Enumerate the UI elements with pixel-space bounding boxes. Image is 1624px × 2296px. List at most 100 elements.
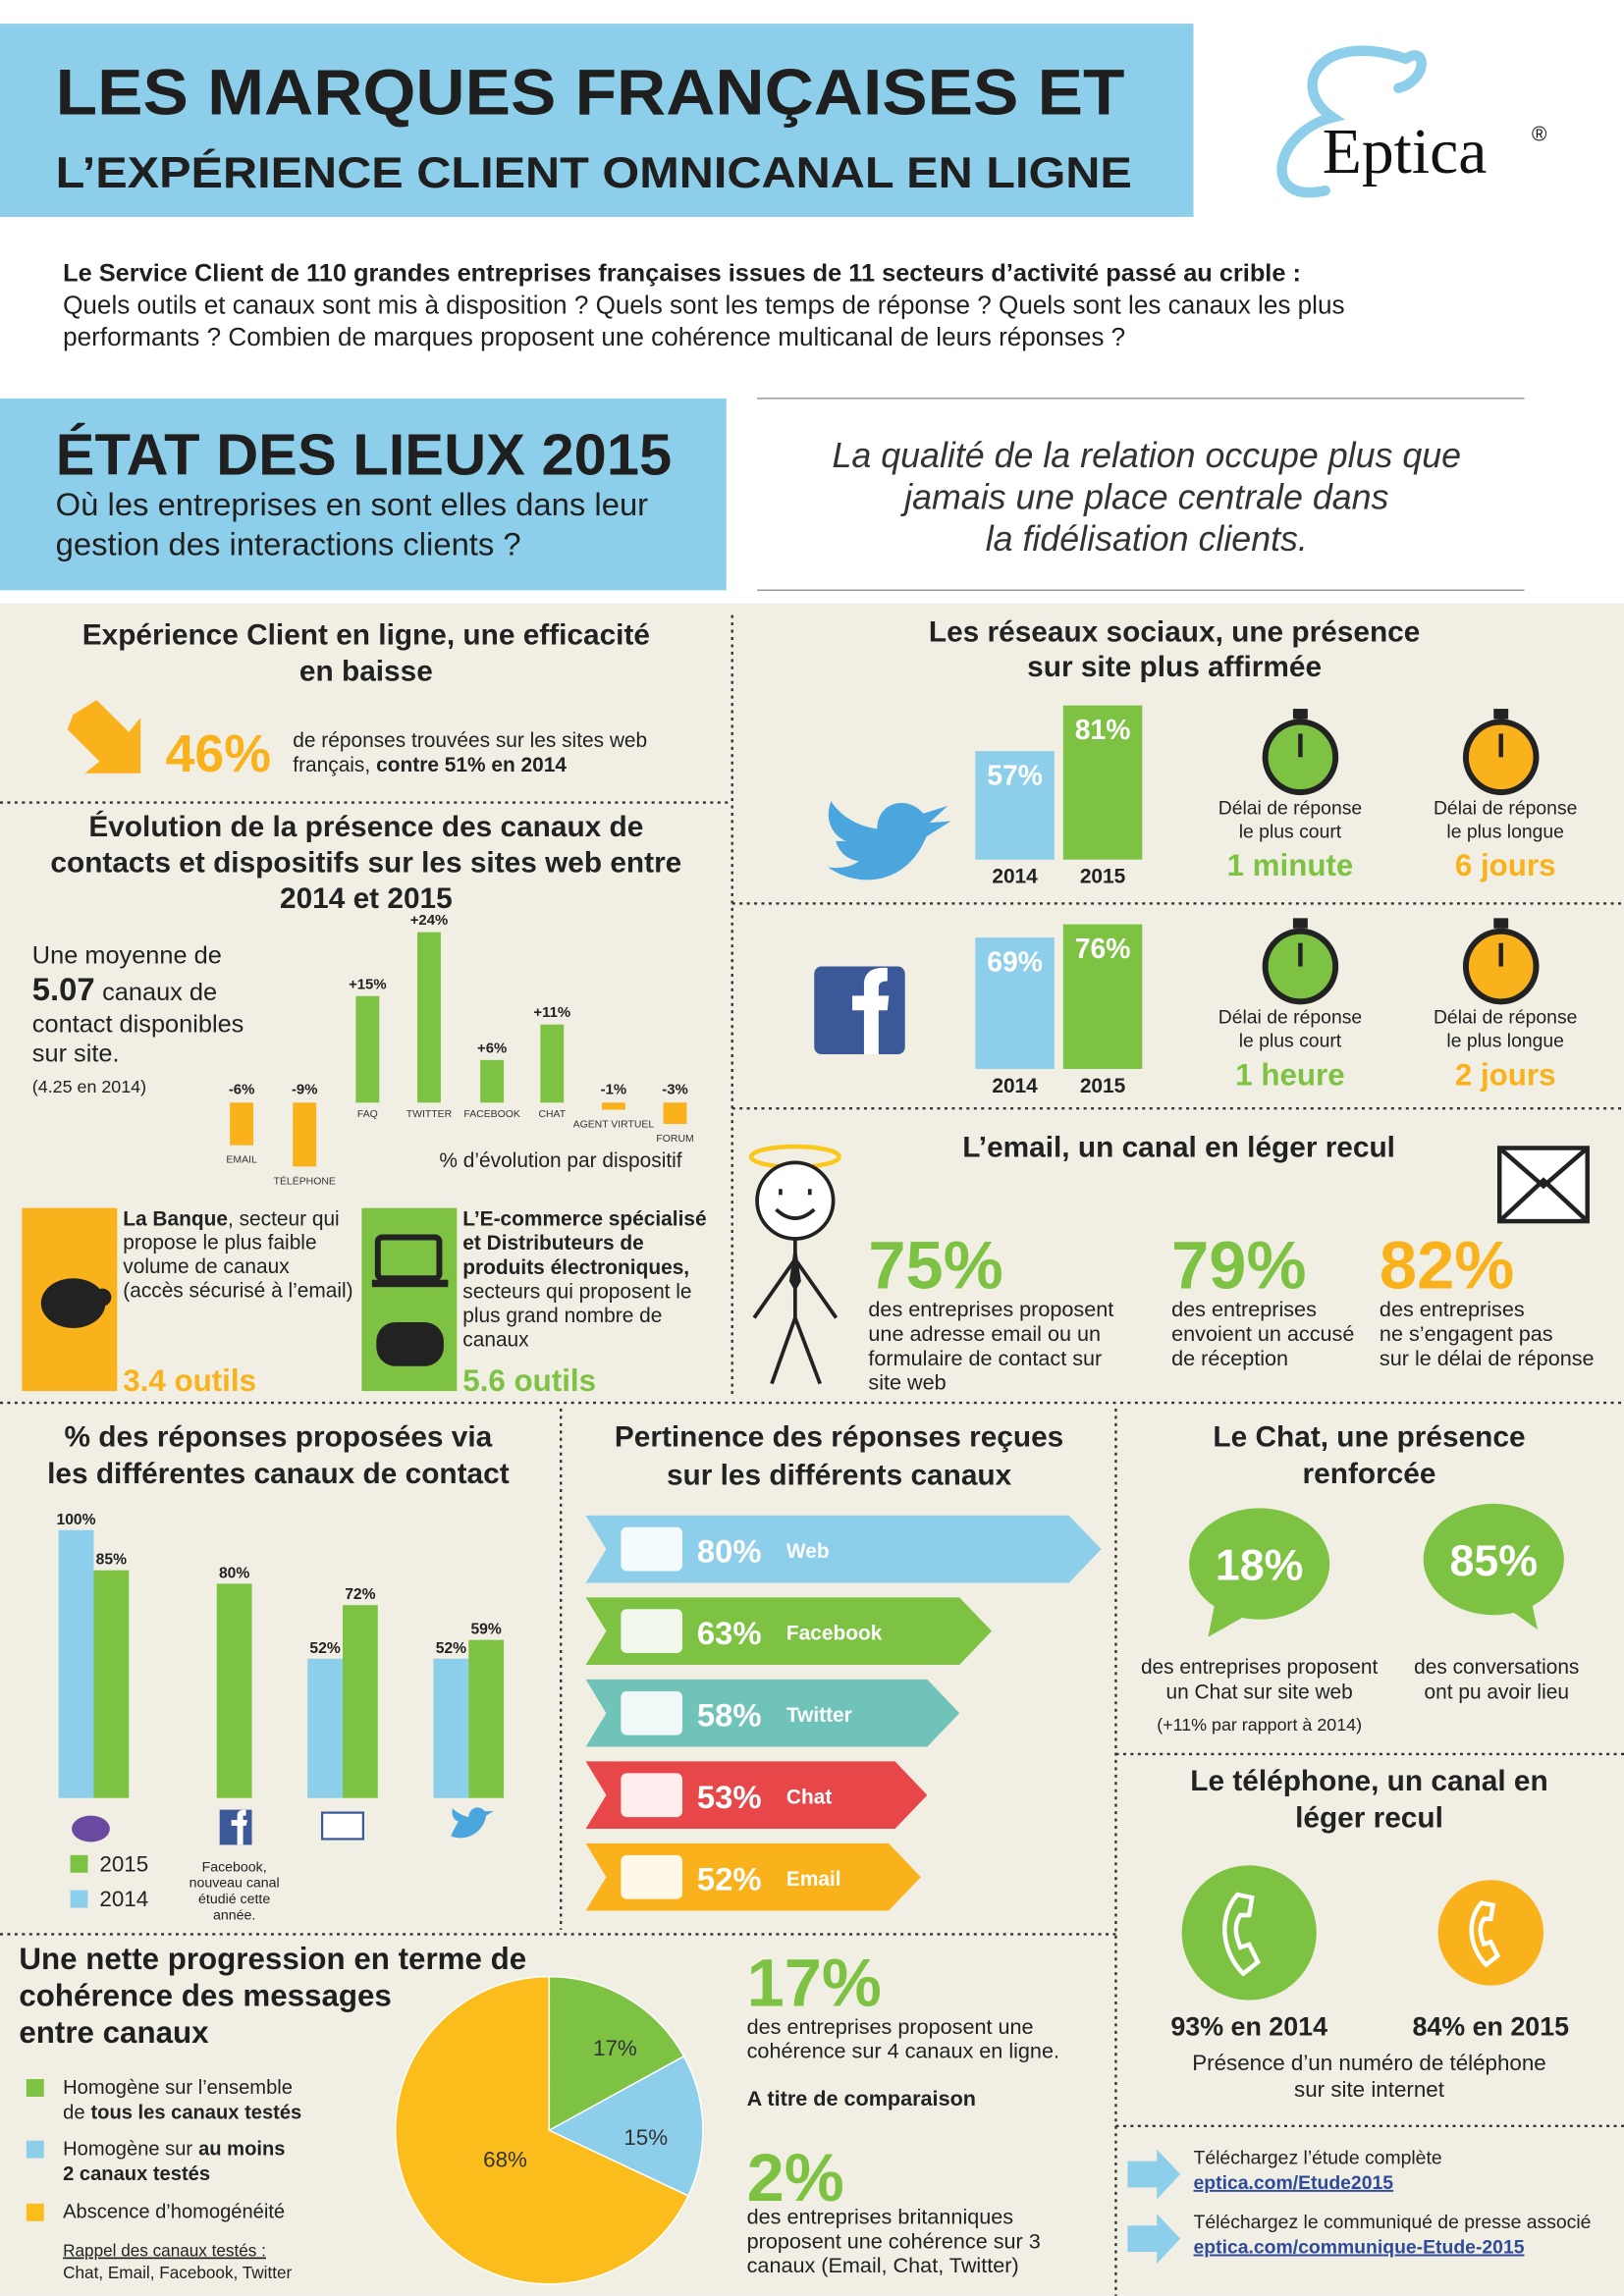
- bank-text: volume de canaux: [123, 1255, 290, 1278]
- chart-note: nouveau canal: [189, 1876, 280, 1892]
- text-run: produits électroniques,: [462, 1256, 689, 1279]
- text-run: L’E-commerce spécialisé: [462, 1208, 706, 1231]
- bar: [293, 1102, 317, 1167]
- bar: [975, 751, 1055, 860]
- pie-slice: [547, 2055, 704, 2197]
- piggy-icon: [93, 1288, 112, 1307]
- facebook-icon: [231, 1809, 248, 1845]
- delay-label: Délai de réponse: [1434, 797, 1578, 819]
- category-label: FAQ: [357, 1109, 378, 1120]
- bar: [342, 1605, 378, 1798]
- legend-label: de tous les canaux testés: [63, 2102, 301, 2123]
- logo-swash: [1276, 45, 1427, 198]
- stat-text: sur le délai de réponse: [1380, 1346, 1595, 1370]
- channel-icon: [621, 1609, 683, 1654]
- value-label: 58%: [697, 1697, 762, 1734]
- title: LES MARQUES FRANÇAISES ET: [56, 57, 1125, 129]
- stat-value: 18%: [1216, 1540, 1304, 1589]
- download-link[interactable]: eptica.com/communique-Etude-2015: [1194, 2237, 1525, 2259]
- category-label: AGENT VIRTUEL: [573, 1119, 655, 1130]
- channel-icon: [621, 1690, 683, 1735]
- stat-text: un Chat sur site web: [1165, 1681, 1352, 1703]
- average-text: Une moyenne de: [32, 942, 222, 970]
- bar: [975, 937, 1055, 1069]
- stat-text: formulaire de contact sur: [868, 1346, 1102, 1370]
- text-run: , secteur qui: [228, 1208, 340, 1231]
- category-label: FORUM: [656, 1134, 693, 1145]
- speech-bubble: [1423, 1503, 1564, 1616]
- gamepad-icon: [376, 1321, 444, 1366]
- block-title: Le téléphone, un canal en: [1190, 1765, 1547, 1797]
- channel-icon: [621, 1854, 683, 1899]
- section-title: ÉTAT DES LIEUX 2015: [56, 421, 673, 487]
- title: L’EXPÉRIENCE CLIENT OMNICANAL EN LIGNE: [56, 148, 1132, 197]
- category-label: 2014: [992, 866, 1038, 888]
- value-label: +15%: [349, 977, 387, 992]
- stopwatch-icon: [1292, 918, 1308, 929]
- download-arrow: [1127, 2214, 1181, 2264]
- block-title: Expérience Client en ligne, une efficaci…: [82, 618, 650, 651]
- delay-value: 1 minute: [1227, 848, 1354, 882]
- text-run: 5.07: [32, 971, 95, 1007]
- stat-text: envoient un accusé: [1171, 1321, 1354, 1346]
- stat-text: sur site internet: [1294, 2077, 1445, 2102]
- category-label: Twitter: [786, 1704, 852, 1727]
- stat-value: 84% en 2015: [1412, 2011, 1569, 2041]
- average-text: sur site.: [32, 1041, 120, 1068]
- stat-text: des entreprises britanniques: [747, 2205, 1014, 2229]
- stat-text: ont pu avoir lieu: [1425, 1681, 1569, 1703]
- category-label: FACEBOOK: [463, 1109, 519, 1120]
- figure-head: [755, 1160, 836, 1241]
- average-note: (4.25 en 2014): [32, 1077, 146, 1096]
- quote: la fidélisation clients.: [986, 519, 1308, 559]
- stat-text: canaux (Email, Chat, Twitter): [747, 2253, 1019, 2277]
- legend-label: Homogène sur l’ensemble: [63, 2077, 293, 2099]
- download-link[interactable]: eptica.com/Etude2015: [1194, 2172, 1394, 2194]
- channel-icon: [621, 1526, 683, 1572]
- chart-note: étudié cette: [198, 1892, 270, 1907]
- bar: [230, 1102, 254, 1146]
- section-subtitle: gestion des interactions clients ?: [56, 525, 521, 561]
- legend-swatch: [26, 2079, 44, 2097]
- value-label: +11%: [533, 1005, 570, 1021]
- category-label: TWITTER: [406, 1109, 453, 1120]
- value-label: 17%: [593, 2036, 637, 2060]
- category-label: 2015: [1080, 866, 1126, 888]
- legend-label: Abscence d’homogénéité: [63, 2202, 285, 2223]
- delay-label: Délai de réponse: [1434, 1007, 1578, 1029]
- download-arrow: [1127, 2149, 1181, 2200]
- bar: [307, 1658, 343, 1798]
- section-subtitle: Où les entreprises en sont elles dans le…: [56, 486, 649, 522]
- legend-label: 2015: [99, 1851, 148, 1876]
- text-run: français,: [293, 754, 370, 776]
- email-icon: [320, 1811, 364, 1841]
- category-label: Facebook: [786, 1623, 883, 1645]
- stopwatch-icon: [1493, 709, 1509, 720]
- stopwatch-icon: [1493, 918, 1509, 929]
- bar: [663, 1102, 687, 1124]
- bar: [355, 995, 380, 1103]
- bar: [58, 1529, 94, 1798]
- value-label: -3%: [662, 1082, 688, 1097]
- category-label: TÉLÉPHONE: [274, 1174, 336, 1187]
- facebook-icon: [852, 967, 890, 1055]
- bar: [417, 932, 441, 1103]
- value-label: 59%: [470, 1622, 501, 1638]
- separators: [0, 614, 1624, 2296]
- value-label: 53%: [697, 1779, 762, 1815]
- bank-text: propose le plus faible: [123, 1231, 316, 1254]
- twitter-icon: [451, 1807, 494, 1839]
- bar: [601, 1102, 625, 1110]
- stopwatch-icon: [1292, 709, 1308, 720]
- text-run: et Distributeurs de: [462, 1232, 643, 1255]
- stat-heading: A titre de comparaison: [747, 2086, 976, 2110]
- stat-text: de réception: [1171, 1346, 1288, 1370]
- value-label: 57%: [987, 760, 1043, 791]
- category-label: Web: [786, 1540, 830, 1563]
- value-label: 52%: [309, 1640, 340, 1657]
- down-arrow-icon: [67, 700, 141, 774]
- lower-background: [0, 603, 1624, 2296]
- text-run: La Banque: [123, 1208, 228, 1231]
